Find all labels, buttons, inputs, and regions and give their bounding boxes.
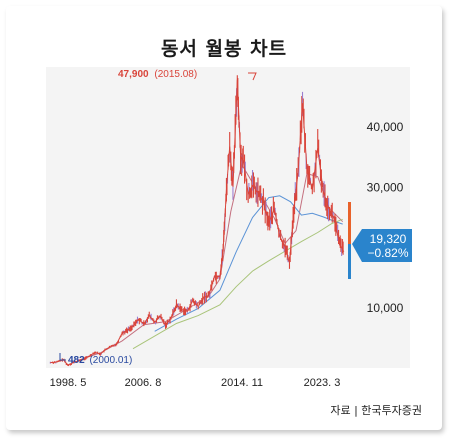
- price-line: [50, 79, 345, 366]
- high-annotation: 47,900 (2015.08): [118, 69, 197, 80]
- ma-mid-line: [154, 195, 343, 332]
- y-tick-label: 10,000: [367, 301, 404, 315]
- ma-long-line: [132, 218, 343, 350]
- low-marker-icon: [59, 353, 66, 361]
- x-tick-label: 2023. 3: [304, 377, 341, 389]
- y-tick-label: 30,000: [367, 180, 404, 194]
- low-value: 482: [68, 355, 85, 366]
- current-change: −0.82%: [367, 246, 408, 260]
- x-axis: 1998. 5 2006. 8 2014. 11 2023. 3: [50, 377, 341, 389]
- x-tick-label: 1998. 5: [50, 377, 87, 389]
- plot-area: [46, 67, 410, 368]
- high-marker-icon: [248, 72, 257, 81]
- high-value: 47,900: [118, 69, 149, 80]
- high-date: (2015.08): [154, 69, 197, 80]
- source-note: 자료 | 한국투자증권: [330, 404, 422, 417]
- current-price: 19,320: [370, 232, 407, 246]
- current-bar-down: [348, 244, 351, 279]
- x-tick-label: 2006. 8: [125, 377, 162, 389]
- x-tick-label: 2014. 11: [221, 377, 263, 389]
- current-price-badge: [352, 229, 412, 262]
- chart-title: 동서 월봉 차트: [160, 38, 288, 60]
- low-date: (2000.01): [89, 355, 132, 366]
- current-bar-up: [348, 202, 351, 244]
- price-layer: [49, 75, 345, 367]
- low-annotation: 482 (2000.01): [68, 355, 132, 366]
- y-tick-label: 40,000: [367, 120, 404, 134]
